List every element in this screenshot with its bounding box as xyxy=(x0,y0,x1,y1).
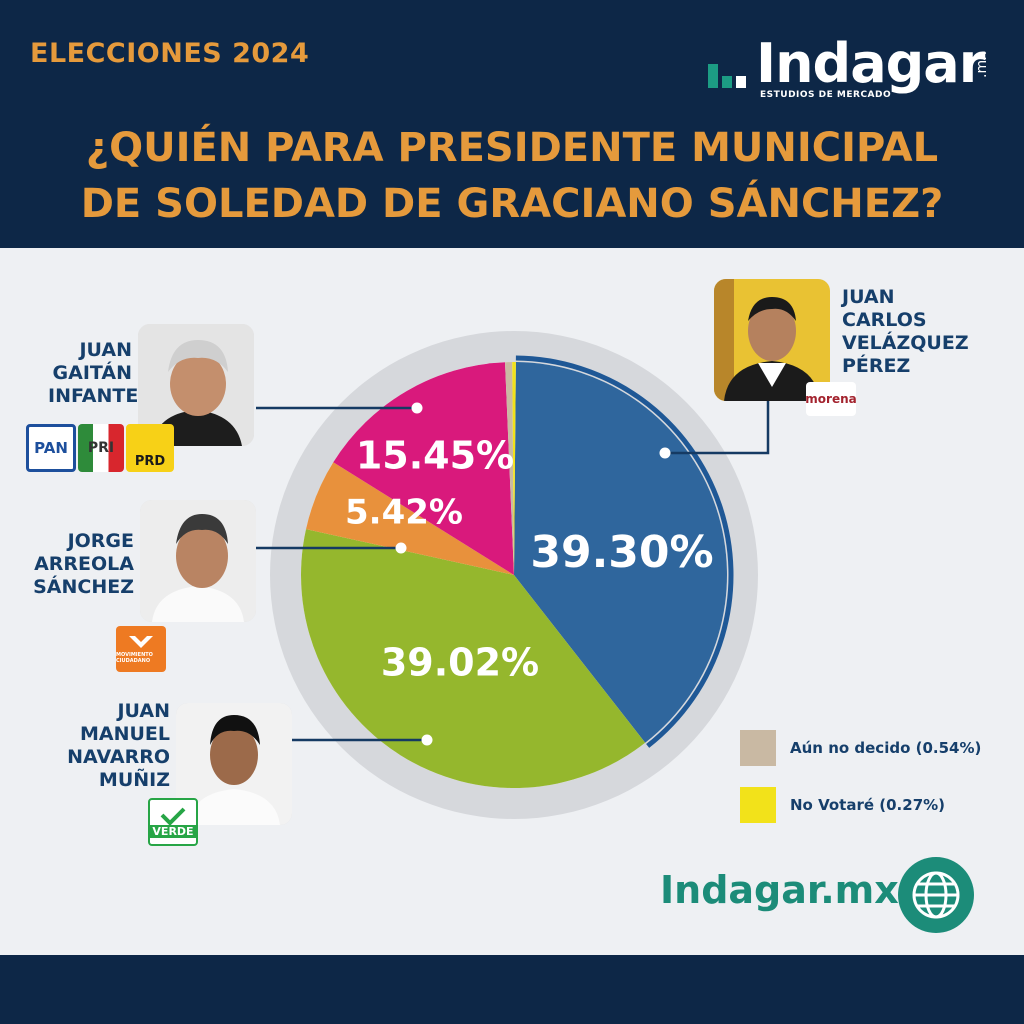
brand-url[interactable]: Indagar.mx xyxy=(660,868,899,912)
movimiento-ciudadano-logo: MOVIMIENTO CIUDADANO xyxy=(116,626,166,672)
header-banner: ELECCIONES 2024 Indagar .mx ESTUDIOS DE … xyxy=(0,0,1024,248)
candidate-photo-gaitan xyxy=(138,324,254,446)
pie-slice-5[interactable] xyxy=(512,362,516,575)
elections-tag: ELECCIONES 2024 xyxy=(30,38,310,69)
pan-logo: PAN xyxy=(26,424,76,472)
title-line-2: DE SOLEDAD DE GRACIANO SÁNCHEZ? xyxy=(80,181,944,227)
leader-dot-2 xyxy=(395,542,407,554)
pie-slice-1[interactable] xyxy=(301,529,646,788)
data-label-3: 15.45% xyxy=(356,434,514,478)
prd-logo: PRD xyxy=(126,424,174,472)
pie-slice-3[interactable] xyxy=(333,362,514,575)
pie-slice-0-outline xyxy=(515,355,734,748)
candidate-photo-navarro xyxy=(176,703,292,825)
legend-undecided: Aún no decido (0.54%) xyxy=(740,730,981,766)
leader-dot-3 xyxy=(421,734,433,746)
indagar-logo: Indagar .mx ESTUDIOS DE MERCADO xyxy=(708,32,998,106)
logo-subtitle: ESTUDIOS DE MERCADO xyxy=(760,90,892,100)
pie-slice-4[interactable] xyxy=(505,362,514,575)
leader-dot-1 xyxy=(411,402,423,414)
legend-no-vote: No Votaré (0.27%) xyxy=(740,787,945,823)
logo-word: Indagar xyxy=(756,32,985,95)
candidate-name-gaitan: JUAN GAITÁN INFANTE xyxy=(48,339,139,407)
leader-dot-0 xyxy=(659,447,671,459)
legend-swatch-undecided xyxy=(740,730,776,766)
leader-line-0 xyxy=(665,400,770,455)
data-label-1: 39.02% xyxy=(381,641,539,685)
legend-label-no-vote: No Votaré (0.27%) xyxy=(790,796,946,814)
pie-slice-0[interactable] xyxy=(514,362,727,743)
page-title: ¿QUIÉN PARA PRESIDENTE MUNICIPAL DE SOLE… xyxy=(0,120,1024,232)
legend-label-undecided: Aún no decido (0.54%) xyxy=(790,739,982,757)
candidate-name-velazquez: JUAN CARLOS VELÁZQUEZ PÉREZ xyxy=(842,286,969,377)
candidate-name-navarro: JUAN MANUEL NAVARRO MUÑIZ xyxy=(67,700,170,791)
verde-logo: VERDE xyxy=(148,798,198,846)
candidate-photo-arreola xyxy=(140,500,256,622)
globe-icon xyxy=(898,857,974,933)
legend-swatch-no-vote xyxy=(740,787,776,823)
morena-logo: morena xyxy=(805,382,857,416)
data-label-2: 5.42% xyxy=(345,493,463,533)
title-line-1: ¿QUIÉN PARA PRESIDENTE MUNICIPAL xyxy=(85,125,939,171)
eagle-icon xyxy=(129,636,153,648)
candidate-photo-velazquez xyxy=(714,279,830,401)
check-icon xyxy=(160,807,186,825)
pri-logo: PRI xyxy=(78,424,124,472)
footer-bar xyxy=(0,955,1024,1024)
morena-label: morena xyxy=(805,392,857,406)
candidate-name-arreola: JORGE ARREOLA SÁNCHEZ xyxy=(33,530,134,598)
pie-slice-2[interactable] xyxy=(306,462,514,575)
data-label-0: 39.30% xyxy=(530,527,713,578)
logo-bars-icon xyxy=(708,52,752,88)
